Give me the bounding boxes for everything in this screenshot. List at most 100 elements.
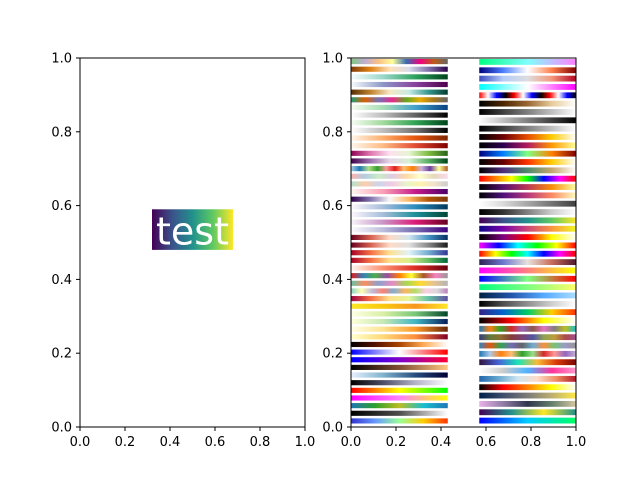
colormap-strip [479,192,576,199]
colormap-strip [479,142,576,149]
colormap-strip [351,257,448,263]
test-annotation-box [152,209,233,250]
colormap-strip [479,325,576,332]
colormap-strips [351,59,576,424]
colormap-strip [351,357,448,363]
left-axes-frame [79,57,306,428]
colormap-strip [351,387,448,393]
colormap-strip [351,150,448,156]
colormap-strip [351,403,448,409]
colormap-strip [479,359,576,366]
left-axes: test 0.0 0.2 0.4 0.6 0.8 1.0 0.0 0.2 0.4 0.6 0.8 1… [51,52,315,451]
colormap-strip [479,217,576,224]
right-axes: 0.0 0.2 0.4 0.6 0.8 1.0 0.0 0.2 0.4 0.6 0.8 1.0 [322,52,586,451]
right-x-tick-label: 1.0 [566,435,587,450]
colormap-strip [351,211,448,218]
colormap-strip [351,364,448,370]
colormap-strip [479,92,576,99]
colormap-strip [479,334,576,341]
right-axes-frame [350,57,577,428]
right-x-tick-label: 0.4 [431,435,452,450]
left-y-tick-label: 0.8 [51,125,72,140]
colormap-strip [351,166,448,172]
right-y-tick-label: 0.0 [322,421,343,436]
colormap-strip [479,242,576,249]
colormap-strip [351,158,448,164]
colormap-strip [351,265,448,271]
colormap-strip [351,81,448,88]
colormap-strip [479,67,576,74]
colormap-strip [479,100,576,107]
colormap-strip [479,159,576,165]
colormap-strip [479,184,576,190]
left-x-axis-ticks: 0.0 0.2 0.4 0.6 0.8 1.0 [70,427,316,450]
left-y-tick-label: 0.0 [51,421,72,436]
colormap-strip [479,125,576,132]
colormap-strip [351,303,448,309]
colormap-strip [351,349,448,355]
colormap-strip [479,417,576,424]
colormap-strip [479,234,576,240]
left-x-tick-label: 0.6 [205,435,226,450]
colormap-strip [351,112,448,118]
colormap-strip [351,410,448,416]
colormap-strip [351,181,448,187]
colormap-strip [351,296,448,302]
colormap-strip [351,204,448,210]
colormap-strip [479,250,576,257]
right-x-tick-label: 0.0 [341,435,362,450]
colormap-strip [351,280,448,286]
colormap-strip [479,75,576,82]
colormap-strip [351,59,448,65]
colormap-strip [479,200,576,207]
colormap-strip [351,173,448,179]
colormap-strip [479,317,576,324]
right-y-tick-label: 1.0 [322,52,343,67]
colormap-strip [351,188,448,195]
colormap-strip [351,250,448,256]
colormap-strip [351,74,448,80]
colormap-strip [351,326,448,332]
left-y-axis-ticks: 0.0 0.2 0.4 0.6 0.8 1.0 [51,52,80,436]
colormap-strip [479,375,576,382]
colormap-strip [351,135,448,141]
colormap-strip [351,311,448,317]
right-y-tick-label: 0.6 [322,199,343,214]
colormap-strip [351,97,448,103]
colormap-strip [479,384,576,391]
colormap-strip [351,227,448,233]
colormap-strip [351,273,448,279]
colormap-strip [479,150,576,157]
colormap-strip [351,127,448,133]
colormap-strip [351,334,448,340]
left-y-tick-label: 0.6 [51,199,72,214]
colormap-strip [479,59,576,65]
colormap-strip [351,196,448,202]
right-x-axis-ticks: 0.0 0.2 0.4 0.6 0.8 1.0 [341,427,587,450]
colormap-strip [479,409,576,416]
left-y-tick-label: 0.4 [51,273,72,288]
colormap-strip [351,380,448,386]
colormap-strip [479,350,576,357]
colormap-strip [479,259,576,266]
colormap-strip [351,120,448,126]
right-y-tick-label: 0.8 [322,125,343,140]
test-annotation-text: test [156,209,229,253]
colormap-strip [479,342,576,349]
left-x-tick-label: 0.2 [115,435,136,450]
left-x-tick-label: 0.8 [250,435,271,450]
colormap-strip [351,219,448,225]
left-x-tick-label: 1.0 [295,435,316,450]
colormap-strip [351,104,448,111]
right-y-tick-label: 0.2 [322,347,343,362]
left-x-tick-label: 0.0 [70,435,91,450]
right-x-tick-label: 0.6 [476,435,497,450]
colormap-strip [479,267,576,274]
colormap-strip [479,400,576,407]
left-y-tick-label: 0.2 [51,347,72,362]
colormap-strip [351,288,448,294]
colormap-strip [351,242,448,248]
colormap-strip [479,309,576,316]
colormap-strip [479,167,576,174]
